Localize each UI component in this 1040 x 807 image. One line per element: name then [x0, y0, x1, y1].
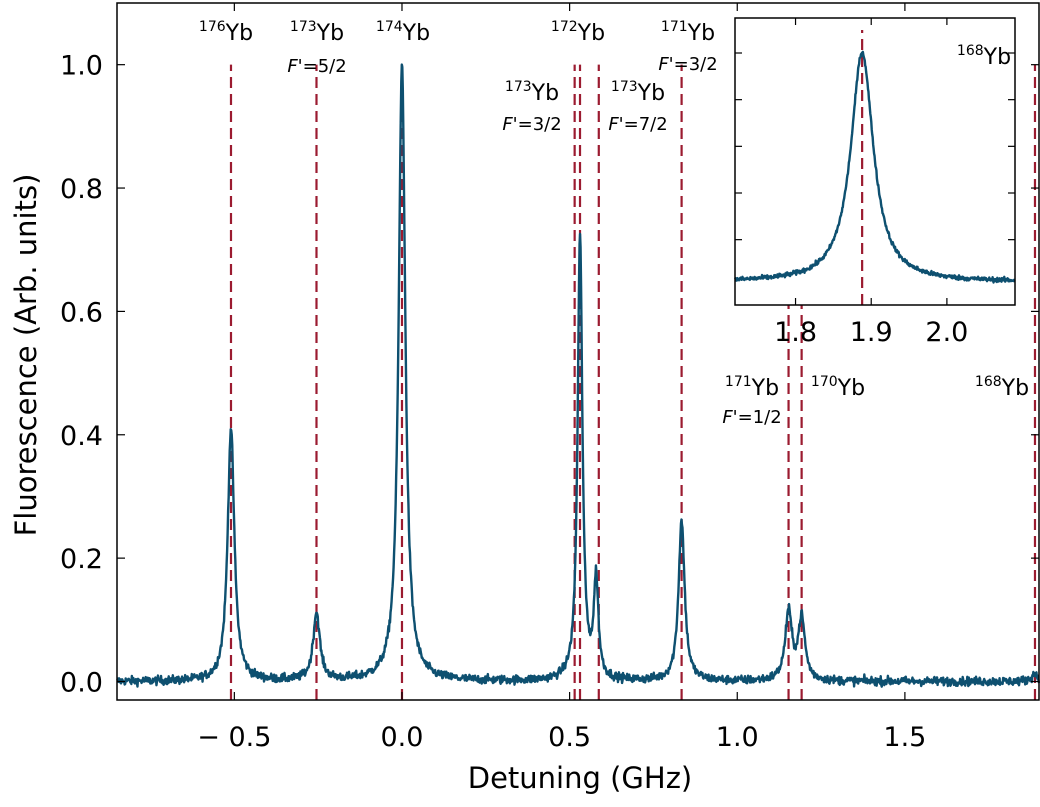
inset-axis-ticks: 1.8 1.9 2.0 [735, 18, 1015, 348]
isotope-label-173: 173Yb [505, 79, 559, 106]
isotope-label-171-fprime: F'=1/2 [722, 407, 781, 428]
fluorescence-trace [116, 63, 1040, 688]
plot-frame [116, 2, 1040, 701]
isotope-label-173: 173Yb [290, 19, 344, 46]
inset-fluorescence-trace [733, 50, 1016, 284]
inset-isotope-label-168: 168Yb [957, 43, 1011, 70]
inset-isotope-label: 168Yb [957, 43, 1011, 70]
y-tick-label: 0.8 [60, 174, 103, 205]
inset-x-tick-label: 2.0 [925, 317, 968, 348]
y-tick-label: 0.4 [60, 421, 103, 452]
isotope-label-171: 171Yb [661, 19, 715, 46]
x-axis-label: Detuning (GHz) [468, 761, 693, 795]
isotope-label-174: 174Yb [376, 19, 430, 46]
isotope-label-168: 168Yb [975, 374, 1029, 401]
y-axis-label: Fluorescence (Arb. units) [9, 174, 43, 537]
inset-x-tick-label: 1.9 [850, 317, 893, 348]
inset-x-tick-label: 1.8 [774, 317, 817, 348]
y-tick-label: 1.0 [60, 51, 103, 82]
isotope-labels: 176Yb 173Yb F'=5/2 174Yb 173Yb F'=3/2 172Yb 173… [199, 19, 1029, 428]
isotope-label-173-fprime: F'=3/2 [502, 114, 561, 135]
isotope-label-173: 173Yb [611, 79, 665, 106]
x-tick-label: 1.5 [883, 722, 926, 753]
x-tick-label: 1.0 [716, 722, 759, 753]
y-tick-label: 0.2 [60, 544, 103, 575]
axis-ticks: − 0.5 0.0 0.5 1.0 1.5 0.0 0.2 0.4 0.6 0.8 1.0 [60, 3, 1039, 753]
isotope-label-176: 176Yb [199, 19, 253, 46]
isotope-label-170: 170Yb [811, 374, 865, 401]
isotope-label-171-fprime: F'=3/2 [658, 54, 717, 75]
isotope-label-172: 172Yb [551, 19, 605, 46]
x-tick-label: 0.5 [548, 722, 591, 753]
x-tick-label: − 0.5 [197, 722, 271, 753]
x-tick-label: 0.0 [381, 722, 424, 753]
y-tick-label: 0.0 [60, 667, 103, 698]
inset-frame [734, 17, 1016, 306]
y-tick-label: 0.6 [60, 297, 103, 328]
isotope-label-173-fprime: F'=5/2 [287, 56, 346, 77]
isotope-label-173-fprime: F'=7/2 [608, 114, 667, 135]
isotope-label-171: 171Yb [725, 374, 779, 401]
